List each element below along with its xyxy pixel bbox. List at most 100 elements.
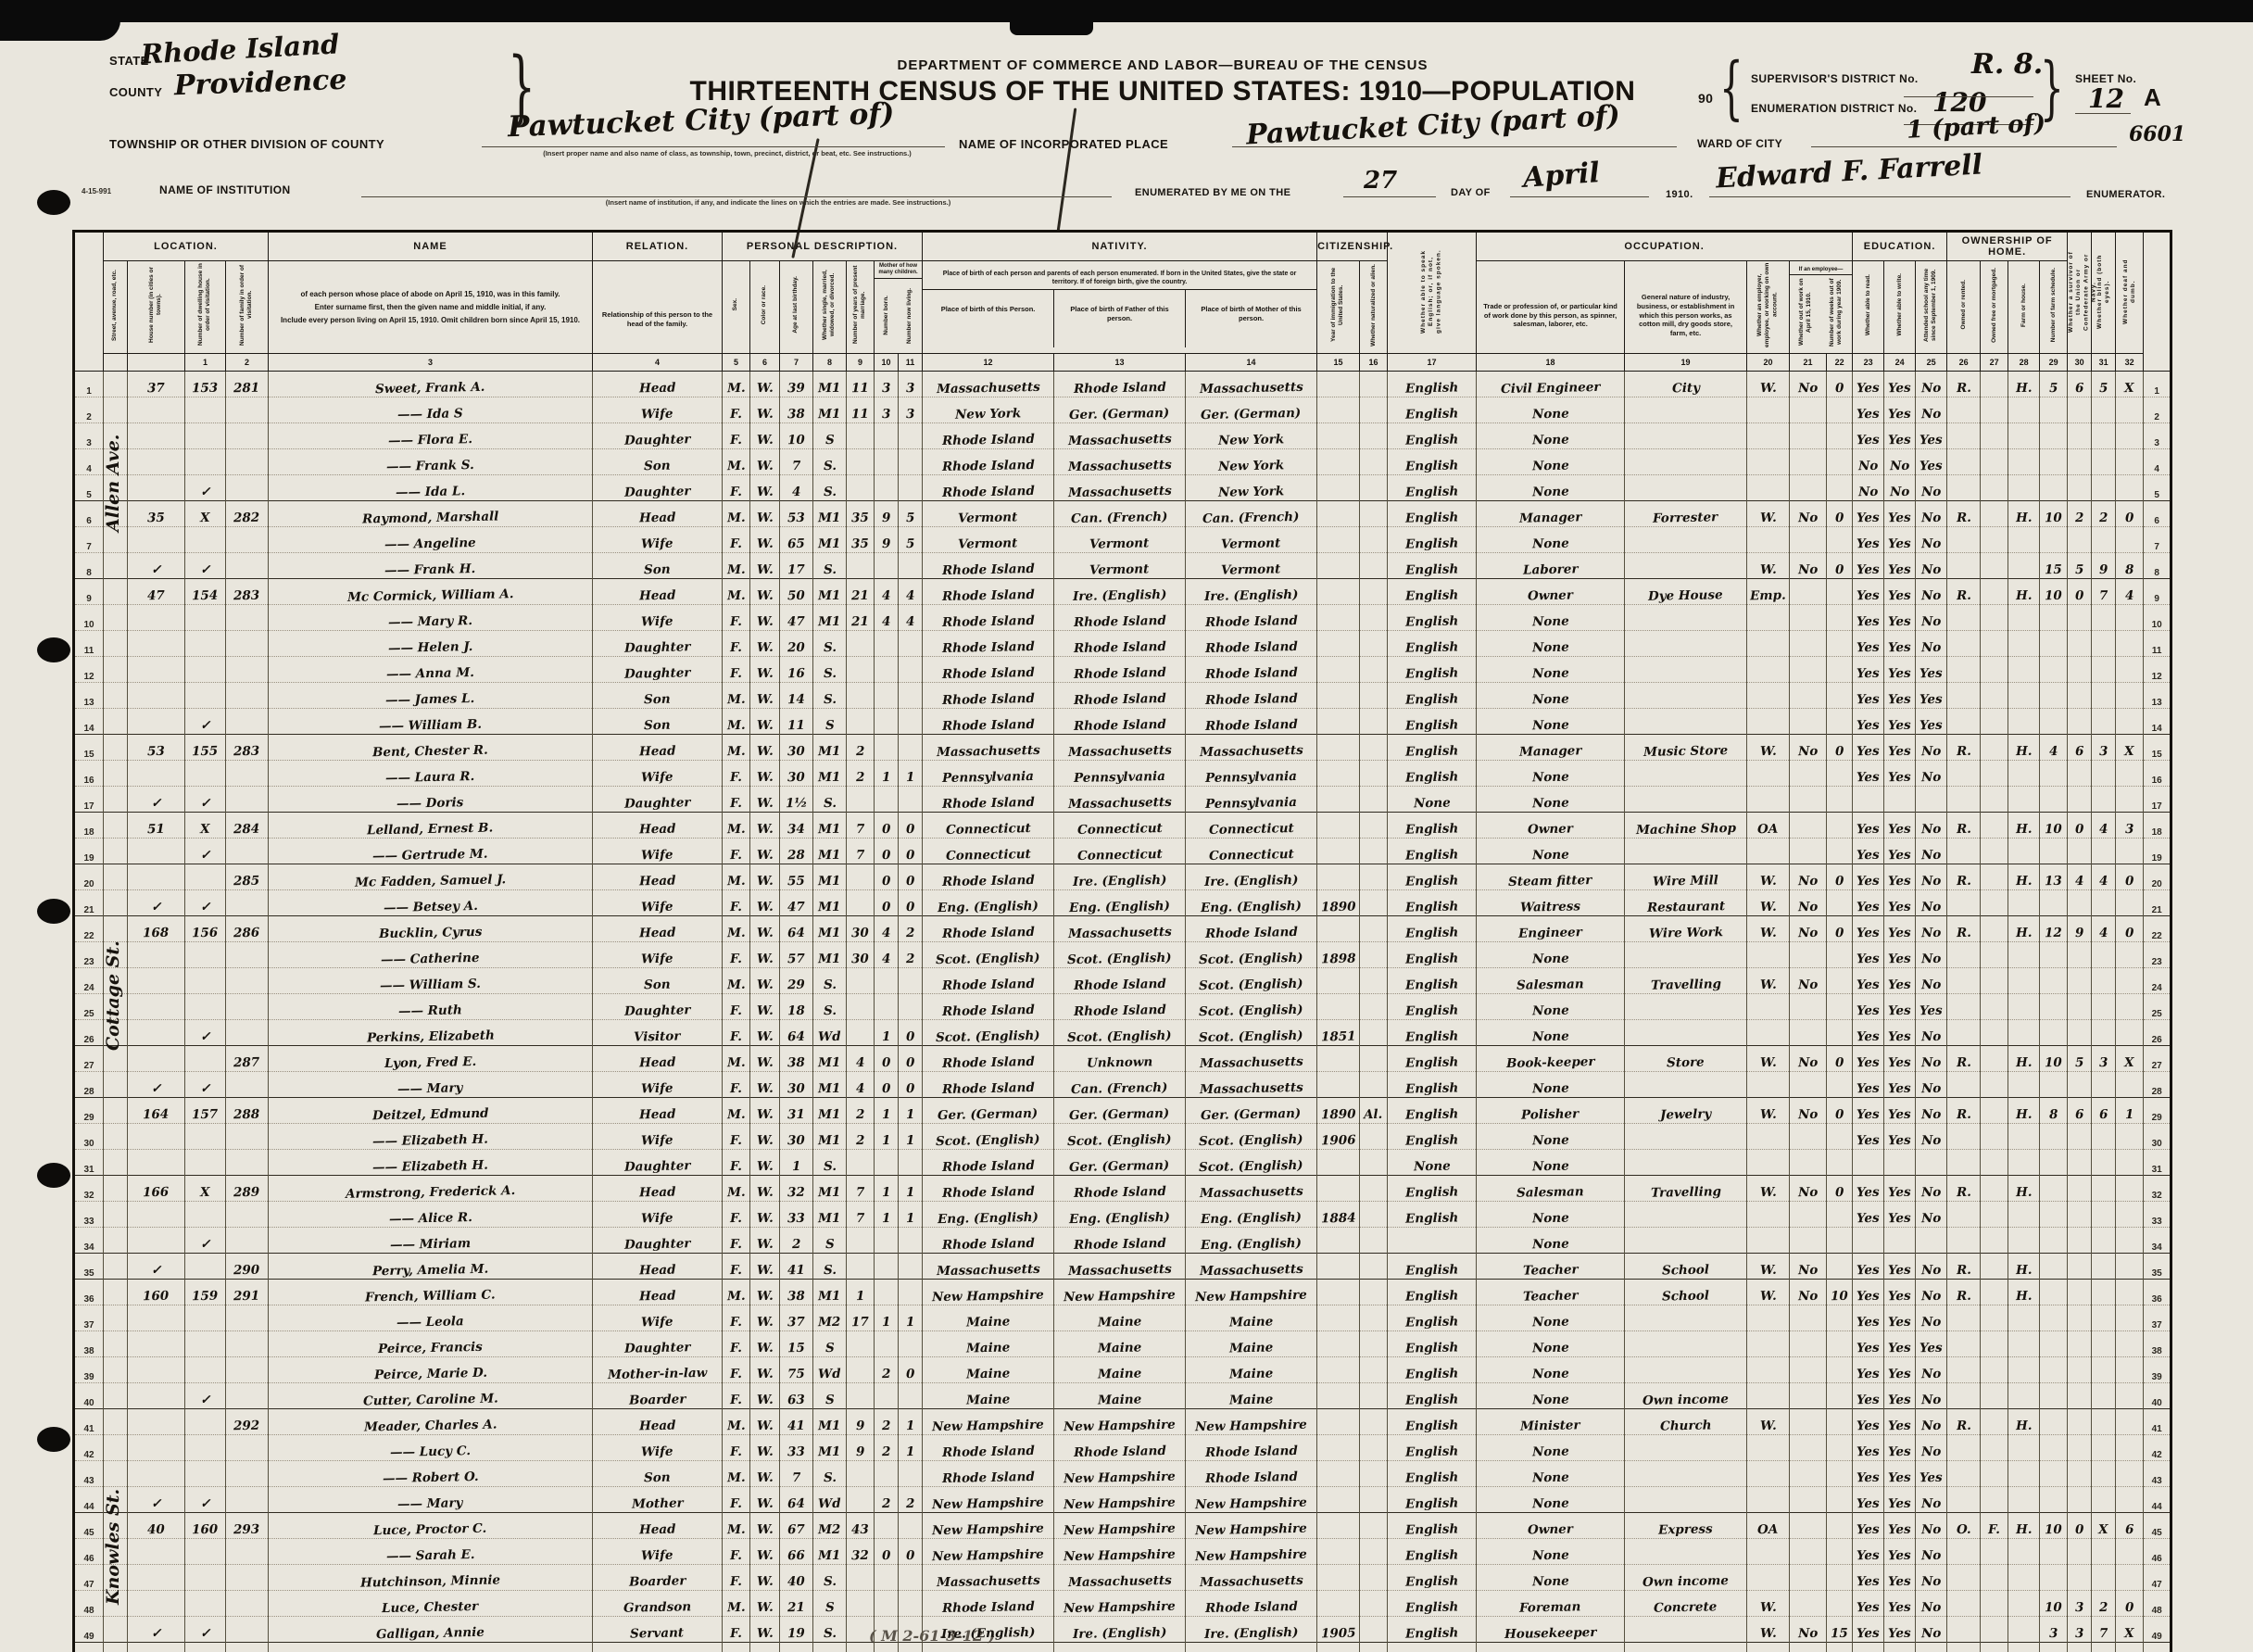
c32	[2115, 993, 2145, 1020]
write: Yes	[1883, 1486, 1917, 1513]
nat	[1359, 448, 1389, 475]
handwritten-entry: ✓	[199, 1392, 211, 1408]
handwritten-entry: —— Robert O.	[382, 1469, 479, 1487]
farm	[2008, 838, 2041, 864]
pobm: Rhode Island	[1185, 1460, 1318, 1487]
handwritten-entry: 291	[233, 1288, 260, 1305]
handwritten-entry: 41	[787, 1262, 806, 1279]
oow	[1789, 708, 1828, 735]
sex: M.	[722, 500, 750, 527]
township-value: Pawtucket City (part of)	[507, 96, 895, 145]
color: W.	[749, 967, 780, 994]
handwritten-entry: 0	[905, 1547, 915, 1564]
write: Yes	[1883, 1279, 1917, 1305]
handwritten-entry: Rhode Island	[1073, 638, 1166, 657]
handwritten-entry: Son	[644, 458, 671, 474]
handwritten-entry: 0	[905, 821, 915, 838]
fam	[225, 1434, 269, 1461]
handwritten-entry: English	[1404, 665, 1459, 682]
handwritten-entry: Yes	[1888, 639, 1912, 656]
dwell: ✓	[184, 1382, 226, 1409]
handwritten-entry: Foreman	[1519, 1599, 1581, 1616]
ind	[1624, 1460, 1748, 1487]
free	[1980, 1227, 2009, 1254]
read: Yes	[1852, 1045, 1885, 1072]
handwritten-entry: M.	[726, 1106, 746, 1123]
handwritten-entry: —— Alice R.	[388, 1210, 472, 1227]
handwritten-entry: Massachusetts	[1199, 1183, 1303, 1202]
street-label: Allen Ave.	[103, 434, 123, 533]
line-number: 22	[2143, 915, 2172, 942]
handwritten-entry: W.	[756, 873, 774, 889]
name: —— Flora E.	[268, 422, 593, 449]
nat	[1359, 1253, 1389, 1280]
pobf: Eng. (English)	[1053, 889, 1187, 916]
handwritten-entry: 53	[787, 510, 806, 526]
c32	[2115, 1486, 2145, 1513]
dwell	[184, 1434, 226, 1461]
pob: Scot. (English)	[922, 1123, 1055, 1150]
sch: Yes	[1915, 448, 1948, 475]
emp	[1746, 1564, 1791, 1591]
handwritten-entry: None	[1531, 691, 1569, 708]
handwritten-entry: 64	[787, 1028, 806, 1045]
state-label: STATE	[109, 54, 149, 68]
handwritten-entry: Wife	[641, 899, 673, 915]
handwritten-entry: 6	[2074, 380, 2084, 397]
handwritten-entry: Lelland, Ernest B.	[367, 820, 494, 839]
rel: Daughter	[592, 786, 723, 813]
farm	[2008, 1201, 2041, 1228]
handwritten-entry: New Hampshire	[1195, 1287, 1308, 1305]
emp	[1746, 941, 1791, 968]
own	[1946, 941, 1982, 968]
handwritten-entry: —— Frank S.	[385, 458, 475, 474]
cl: 1	[898, 1434, 924, 1461]
column-number: 11	[897, 353, 924, 372]
handwritten-entry: W.	[1759, 1418, 1777, 1434]
blank-rule	[482, 146, 945, 147]
ind: Wire Work	[1624, 915, 1748, 942]
house	[127, 1149, 185, 1176]
handwritten-entry: F.	[729, 1340, 743, 1356]
pobm: New Hampshire	[1185, 1408, 1318, 1435]
age: 34	[779, 812, 813, 839]
line-number: 19	[73, 838, 104, 864]
c31	[2091, 1642, 2117, 1652]
deaf-column-header: Whether deaf and dumb.	[2115, 231, 2145, 354]
occ: None	[1476, 1538, 1626, 1565]
handwritten-entry: Ger. (German)	[1069, 405, 1170, 423]
pobf: Unknown	[1053, 1045, 1187, 1072]
handwritten-entry: 9	[881, 536, 891, 552]
fam	[225, 1330, 269, 1357]
street-cell	[103, 864, 128, 890]
handwritten-entry: Sweet, Frank A.	[375, 379, 485, 397]
handwritten-entry: W.	[756, 484, 774, 500]
c31: 3	[2091, 1045, 2117, 1072]
oow: No	[1789, 734, 1828, 761]
cb	[874, 1590, 899, 1617]
handwritten-entry: 21	[850, 613, 870, 630]
imm	[1316, 1045, 1361, 1072]
handwritten-entry: —— Betsey A.	[383, 898, 478, 916]
write: Yes	[1883, 1356, 1917, 1383]
handwritten-entry: None	[1413, 795, 1451, 812]
read: Yes	[1852, 1590, 1885, 1617]
ind	[1624, 993, 1748, 1020]
fam	[225, 682, 269, 709]
ind	[1624, 656, 1748, 683]
imm	[1316, 682, 1361, 709]
handwritten-entry: W.	[756, 587, 774, 604]
sched	[2039, 760, 2069, 787]
sched	[2039, 397, 2069, 423]
table-row: 39 Peirce, Marie D. Mother-in-law F. W. 75 Wd 2…	[73, 1356, 2172, 1383]
handwritten-entry: Yes	[1857, 873, 1881, 889]
handwritten-entry: New Hampshire	[1064, 1287, 1177, 1305]
ind	[1624, 1149, 1748, 1176]
handwritten-entry: Rhode Island	[1204, 638, 1298, 657]
cl: 0	[898, 864, 924, 890]
handwritten-entry: Wire Work	[1648, 925, 1723, 941]
emp	[1746, 1201, 1791, 1228]
read: Yes	[1852, 578, 1885, 605]
handwritten-entry: W.	[1759, 1288, 1777, 1305]
handwritten-entry: No	[1920, 639, 1942, 656]
